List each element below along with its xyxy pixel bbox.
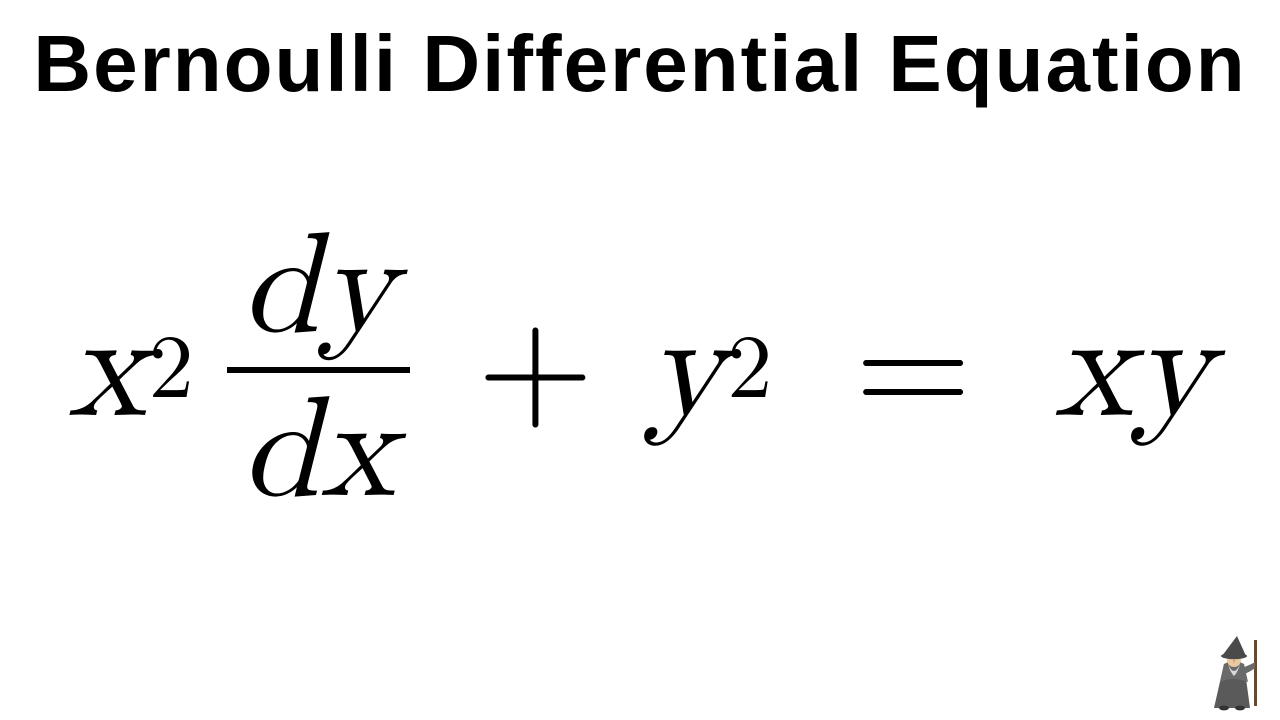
term-y: y xyxy=(646,295,725,445)
fraction-bar xyxy=(227,367,410,373)
frac-den-d: d xyxy=(241,380,320,523)
frac-den-x: x xyxy=(320,380,395,523)
term-y-exp: 2 xyxy=(727,325,772,415)
fraction-denominator: dx xyxy=(227,381,410,524)
plus-operator: + xyxy=(477,295,594,445)
term-x: x xyxy=(68,295,147,445)
page-title: Bernoulli Differential Equation xyxy=(0,18,1280,110)
term-x-exp: 2 xyxy=(149,325,194,415)
frac-num-d: d xyxy=(241,216,320,359)
fraction-numerator: dy xyxy=(227,217,410,360)
frac-num-y: y xyxy=(320,216,395,359)
wizard-icon xyxy=(1204,634,1266,712)
equals-operator: = xyxy=(855,295,972,445)
equation-container: x2 dy dx + y2 = xy xyxy=(0,160,1280,580)
equation-math: x2 dy dx + y2 = xy xyxy=(68,217,1213,524)
rhs-y: y xyxy=(1133,295,1212,445)
rhs-x: x xyxy=(1054,295,1133,445)
fraction-dy-dx: dy dx xyxy=(227,217,410,524)
